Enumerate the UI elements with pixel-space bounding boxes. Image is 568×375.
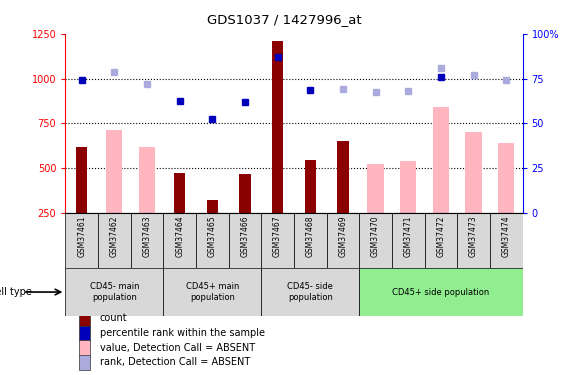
Bar bbox=[239, 174, 250, 213]
Bar bbox=[304, 160, 316, 213]
Bar bbox=[433, 107, 449, 213]
Bar bbox=[139, 147, 155, 213]
Text: GSM37465: GSM37465 bbox=[208, 216, 217, 257]
Bar bbox=[400, 161, 416, 213]
Text: GSM37463: GSM37463 bbox=[143, 216, 152, 257]
Bar bbox=[76, 147, 87, 213]
FancyBboxPatch shape bbox=[164, 268, 261, 316]
Text: CD45+ side population: CD45+ side population bbox=[392, 288, 490, 297]
Bar bbox=[79, 355, 90, 370]
Bar bbox=[79, 310, 90, 326]
Text: GSM37472: GSM37472 bbox=[436, 216, 445, 257]
Text: GSM37466: GSM37466 bbox=[240, 216, 249, 257]
FancyBboxPatch shape bbox=[131, 213, 164, 268]
Text: GSM37470: GSM37470 bbox=[371, 216, 380, 257]
Text: rank, Detection Call = ABSENT: rank, Detection Call = ABSENT bbox=[99, 357, 250, 368]
FancyBboxPatch shape bbox=[425, 213, 457, 268]
FancyBboxPatch shape bbox=[294, 213, 327, 268]
Bar bbox=[337, 141, 349, 213]
Text: CD45- main
population: CD45- main population bbox=[90, 282, 139, 302]
FancyBboxPatch shape bbox=[196, 213, 229, 268]
Text: GSM37467: GSM37467 bbox=[273, 216, 282, 257]
Text: percentile rank within the sample: percentile rank within the sample bbox=[99, 328, 265, 338]
Text: GSM37468: GSM37468 bbox=[306, 216, 315, 257]
Bar bbox=[79, 326, 90, 341]
FancyBboxPatch shape bbox=[359, 213, 392, 268]
FancyBboxPatch shape bbox=[65, 213, 98, 268]
FancyBboxPatch shape bbox=[327, 213, 359, 268]
Bar bbox=[207, 200, 218, 213]
FancyBboxPatch shape bbox=[490, 213, 523, 268]
FancyBboxPatch shape bbox=[229, 213, 261, 268]
FancyBboxPatch shape bbox=[65, 268, 164, 316]
Text: CD45- side
population: CD45- side population bbox=[287, 282, 333, 302]
FancyBboxPatch shape bbox=[164, 213, 196, 268]
FancyBboxPatch shape bbox=[261, 213, 294, 268]
FancyBboxPatch shape bbox=[98, 213, 131, 268]
Text: cell type: cell type bbox=[0, 287, 32, 297]
Text: GSM37474: GSM37474 bbox=[502, 216, 511, 257]
Text: GSM37469: GSM37469 bbox=[339, 216, 348, 257]
Bar bbox=[174, 172, 185, 213]
Text: GSM37462: GSM37462 bbox=[110, 216, 119, 257]
Bar bbox=[272, 41, 283, 213]
Text: CD45+ main
population: CD45+ main population bbox=[186, 282, 239, 302]
Text: count: count bbox=[99, 314, 127, 323]
FancyBboxPatch shape bbox=[359, 268, 523, 316]
Text: GSM37461: GSM37461 bbox=[77, 216, 86, 257]
Text: GSM37473: GSM37473 bbox=[469, 216, 478, 257]
FancyBboxPatch shape bbox=[457, 213, 490, 268]
Text: value, Detection Call = ABSENT: value, Detection Call = ABSENT bbox=[99, 343, 254, 353]
Bar bbox=[367, 165, 384, 213]
Bar bbox=[106, 130, 123, 213]
FancyBboxPatch shape bbox=[261, 268, 359, 316]
Text: GDS1037 / 1427996_at: GDS1037 / 1427996_at bbox=[207, 13, 361, 26]
Text: GSM37471: GSM37471 bbox=[404, 216, 413, 257]
Bar bbox=[498, 143, 515, 213]
FancyBboxPatch shape bbox=[392, 213, 425, 268]
Bar bbox=[465, 132, 482, 213]
Text: GSM37464: GSM37464 bbox=[175, 216, 184, 257]
Bar bbox=[79, 340, 90, 356]
